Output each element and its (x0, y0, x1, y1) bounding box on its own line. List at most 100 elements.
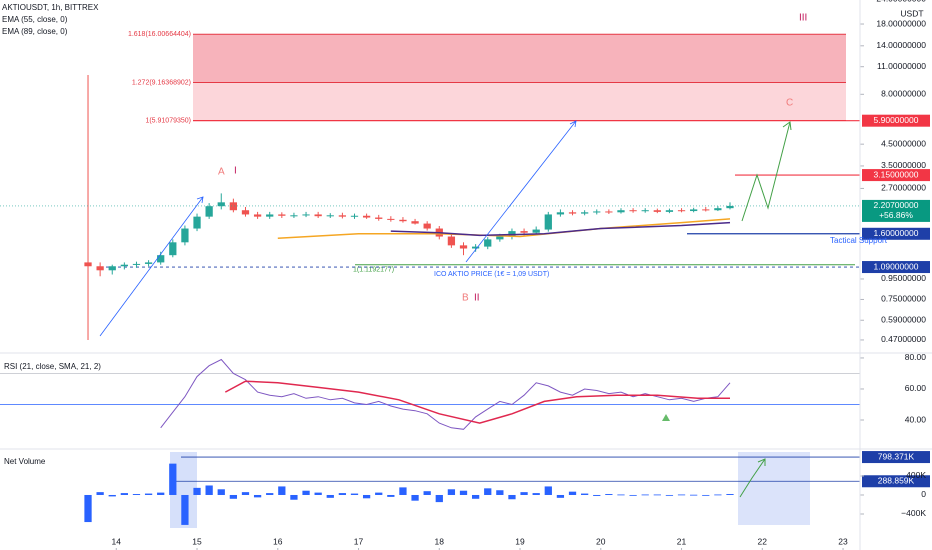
candle-body (229, 202, 238, 211)
volume-bar (556, 494, 565, 498)
x-tick-label: 20 (596, 536, 606, 546)
volume-bar (84, 494, 92, 523)
legend-title: AKTIOUSDT, 1h, BITTREX (2, 3, 99, 12)
candle-body (544, 214, 552, 230)
candle-body (193, 216, 201, 229)
candle-body (350, 215, 359, 217)
volume-bar (326, 494, 334, 498)
candle-body (617, 210, 625, 213)
level-label-bg (862, 169, 930, 182)
volume-bar (508, 494, 516, 500)
candle-body (120, 264, 128, 267)
candle-body (157, 255, 165, 263)
candle-body (593, 211, 601, 213)
candle-body (677, 210, 686, 212)
volume-bar (253, 494, 262, 498)
candle-body (726, 205, 734, 209)
trend-arrows (99, 120, 577, 337)
volume-bar (362, 494, 371, 499)
candle-body (459, 245, 468, 249)
volume-bar (496, 490, 504, 495)
candle-body (556, 212, 565, 215)
volume-bar (375, 492, 383, 495)
signal-marker (662, 414, 670, 421)
wave-label: A (218, 167, 225, 178)
candle-body (314, 214, 322, 217)
level-label-bg (862, 261, 930, 274)
level-label: 5.90000000 (874, 115, 919, 125)
volume-bar (702, 494, 710, 496)
candle-body (447, 236, 456, 246)
candle-body (338, 215, 347, 217)
volume-bar (471, 494, 480, 499)
volume-bar (350, 493, 359, 495)
volume-bar (690, 494, 698, 496)
projection (739, 121, 792, 498)
level-label: 798.371K (878, 451, 915, 461)
y-tick-label: 18.00000000 (876, 18, 926, 28)
fib-zone (193, 34, 846, 83)
volume-bar (387, 494, 395, 497)
volume-bar (314, 492, 322, 495)
volume-bar (520, 492, 528, 495)
x-tick-label: 14 (112, 536, 122, 546)
candle-body (326, 215, 334, 217)
candle-body (375, 217, 383, 219)
candle-body (496, 236, 504, 240)
candle-body (411, 221, 419, 224)
y-tick-label: 14.00000000 (876, 40, 926, 50)
volume-bar (241, 492, 250, 495)
wave-label: B (462, 293, 469, 304)
volume-bar (423, 491, 431, 495)
rsi-line (160, 358, 731, 430)
candle-body (714, 208, 722, 211)
fib-label: 1.618(16.00664404) (128, 31, 191, 38)
volume-bar (169, 463, 177, 495)
volume-bar (108, 494, 116, 497)
volume-bar (157, 492, 165, 495)
volume-bar (605, 494, 613, 495)
volume-bar (568, 491, 577, 495)
volume-bar (120, 493, 128, 495)
volume-bar (653, 494, 661, 496)
legend-entry: EMA (89, close, 0) (2, 27, 68, 36)
volume-bar (181, 494, 189, 525)
volume-bar (266, 493, 274, 495)
annotation: Tactical Support (830, 236, 888, 245)
volume-bar (132, 494, 141, 495)
candle-body (387, 218, 395, 220)
wave-label: II (474, 293, 480, 304)
highlight-zone (738, 452, 810, 525)
candle-body (217, 202, 225, 207)
y-tick-label: 0.59000000 (881, 314, 926, 324)
candle-body (484, 239, 492, 247)
candle-body (702, 209, 710, 211)
fib-label: 1(5.91079350) (145, 117, 191, 124)
volume-bar (459, 490, 468, 495)
candle-body (581, 212, 589, 214)
volume-bar (629, 494, 637, 496)
candle-body (302, 214, 310, 216)
candle-body (399, 219, 407, 222)
volume-bar (278, 486, 286, 495)
volume-bar (726, 494, 734, 495)
ema-line (390, 221, 731, 237)
volume-bar (677, 494, 686, 496)
annotation: ICO AKTIO PRICE (1€ = 1,09 USDT) (434, 271, 549, 278)
y-tick-label: 8.00000000 (881, 89, 926, 99)
y-tick-label: 24.00000000 (876, 0, 926, 3)
x-tick-label: 16 (273, 536, 283, 546)
y-tick-label: 2.70000000 (881, 183, 926, 193)
volume-bar (435, 494, 443, 503)
volume-bar (290, 494, 298, 500)
last-price-label: 2.20700000 (874, 200, 919, 210)
volume-bar (714, 494, 722, 496)
y-tick-label: −400K (901, 508, 926, 518)
candle-body (641, 210, 649, 212)
candle-body (108, 266, 116, 271)
candle-body (96, 266, 104, 271)
x-tick-label: 15 (192, 536, 202, 546)
level-label: 288.859K (878, 476, 915, 486)
y-tick-label: 0.47000000 (881, 334, 926, 344)
x-tick-label: 19 (515, 536, 525, 546)
